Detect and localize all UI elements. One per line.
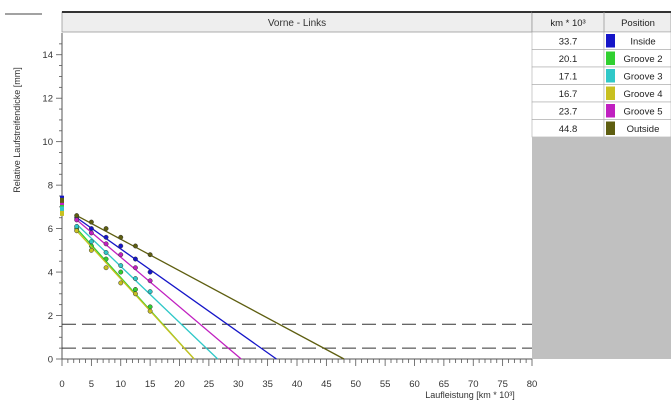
table-position-value: Groove 2 xyxy=(623,54,662,65)
series-point xyxy=(74,213,80,219)
series-point xyxy=(132,287,138,292)
table-km-value: 16.7 xyxy=(559,89,578,100)
series-point xyxy=(132,243,138,249)
y-tick-label: 2 xyxy=(48,311,53,322)
series-point xyxy=(132,265,138,271)
table-color-swatch xyxy=(606,51,615,65)
threshold-lines xyxy=(62,323,532,349)
series-point xyxy=(118,234,124,240)
series-point xyxy=(132,256,138,262)
series-point xyxy=(103,226,109,232)
series-point xyxy=(147,252,153,258)
series-group xyxy=(60,195,345,360)
x-tick-label: 20 xyxy=(174,379,185,390)
position-table: km * 10³ Position 33.7 Inside 20.1 Groove 2… xyxy=(531,11,671,359)
series-point xyxy=(147,278,153,284)
y-tick-label: 6 xyxy=(48,224,53,235)
y-tick-label: 4 xyxy=(48,268,53,279)
series-trend-line xyxy=(76,214,345,360)
series-start-marker xyxy=(60,206,64,212)
x-tick-label: 10 xyxy=(115,379,126,390)
series-point xyxy=(88,226,94,232)
table-empty-area xyxy=(532,137,671,359)
series-point xyxy=(88,230,94,236)
table-color-swatch xyxy=(606,104,615,118)
series-point xyxy=(132,291,138,297)
table-position-value: Groove 3 xyxy=(623,72,662,83)
table-km-value: 17.1 xyxy=(559,72,578,83)
series-point xyxy=(88,239,94,245)
series-point xyxy=(118,252,124,258)
table-position-value: Groove 5 xyxy=(623,107,662,118)
x-tick-label: 70 xyxy=(468,379,479,390)
series-point xyxy=(147,269,153,275)
series-trend-line xyxy=(76,217,277,360)
table-color-swatch xyxy=(606,86,615,100)
table-position-value: Inside xyxy=(630,37,655,48)
series-point xyxy=(103,256,109,262)
series-point xyxy=(118,243,124,249)
series-point xyxy=(103,265,109,271)
x-tick-label: 80 xyxy=(527,379,538,390)
x-axis-label: Laufleistung [km * 10³] xyxy=(425,390,515,400)
series-point xyxy=(118,280,124,286)
series-point xyxy=(147,289,153,295)
table-header-km: km * 10³ xyxy=(550,18,585,29)
y-tick-label: 0 xyxy=(48,355,53,366)
series-point xyxy=(103,250,109,255)
series-point xyxy=(88,247,94,253)
series-point xyxy=(74,223,80,229)
x-tick-label: 55 xyxy=(380,379,391,390)
axes: 0 2 4 6 8 10 12 14 0 5 10 15 20 25 30 35 40 45 50 55 60 65 70 7… xyxy=(42,33,537,390)
series-point xyxy=(118,263,124,268)
x-tick-label: 35 xyxy=(262,379,273,390)
y-tick-label: 8 xyxy=(48,181,53,192)
table-km-value: 44.8 xyxy=(559,124,578,135)
series-point xyxy=(74,217,80,223)
table-position-value: Outside xyxy=(627,124,660,135)
series-start-marker xyxy=(60,197,64,203)
series-point xyxy=(74,228,80,234)
y-tick-label: 12 xyxy=(42,94,53,105)
series-point xyxy=(103,234,109,240)
table-position-value: Groove 4 xyxy=(623,89,662,100)
chart-title: Vorne - Links xyxy=(268,18,326,29)
y-tick-label: 14 xyxy=(42,50,53,61)
y-axis-label: Relative Laufstreifendicke [mm] xyxy=(12,67,22,193)
x-tick-label: 25 xyxy=(204,379,215,390)
x-tick-label: 65 xyxy=(439,379,450,390)
table-km-value: 33.7 xyxy=(559,37,578,48)
table-color-swatch xyxy=(606,34,615,48)
x-tick-label: 45 xyxy=(321,379,332,390)
x-tick-label: 50 xyxy=(350,379,361,390)
series-point xyxy=(147,308,153,314)
y-tick-label: 10 xyxy=(42,137,53,148)
x-tick-label: 15 xyxy=(145,379,156,390)
series-point xyxy=(118,269,124,275)
series-point xyxy=(132,276,138,282)
table-km-value: 20.1 xyxy=(559,54,578,65)
x-tick-label: 30 xyxy=(233,379,244,390)
table-color-swatch xyxy=(606,121,615,135)
x-tick-label: 40 xyxy=(292,379,303,390)
x-tick-label: 60 xyxy=(409,379,420,390)
x-tick-label: 0 xyxy=(59,379,64,390)
table-header-position: Position xyxy=(621,18,655,29)
series-point xyxy=(88,219,94,225)
table-km-value: 23.7 xyxy=(559,107,578,118)
series-trend-line xyxy=(76,219,242,360)
series-start-marker xyxy=(60,210,64,216)
x-tick-label: 5 xyxy=(89,379,94,390)
x-tick-label: 75 xyxy=(497,379,508,390)
table-color-swatch xyxy=(606,69,615,83)
series-trend-line xyxy=(76,223,219,360)
series-point xyxy=(103,241,109,247)
